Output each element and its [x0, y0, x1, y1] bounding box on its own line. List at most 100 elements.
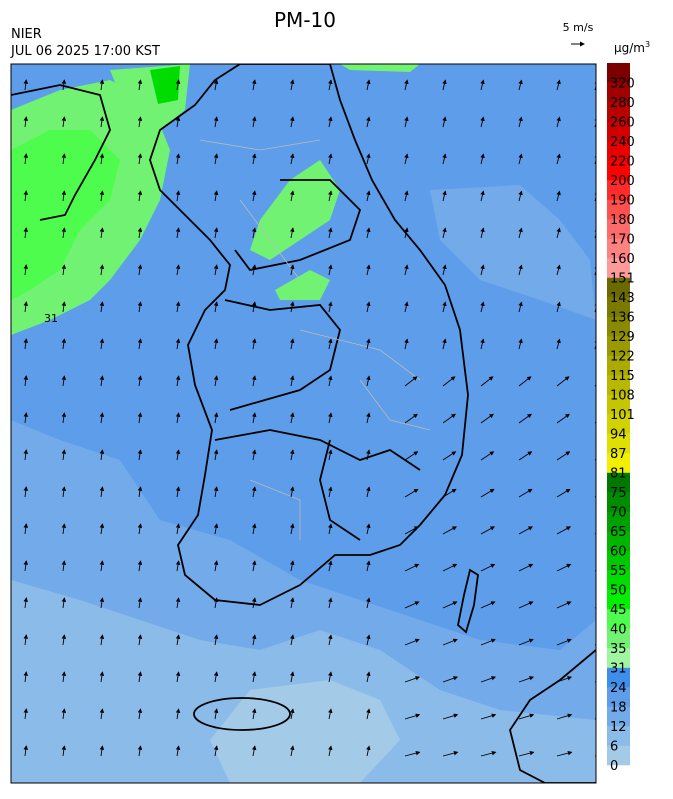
wind-arrow: [442, 116, 447, 128]
wind-arrow: [594, 458, 596, 461]
wind-arrow: [213, 79, 219, 91]
wind-arrow: [290, 412, 295, 424]
wind-arrow: [99, 116, 105, 128]
wind-arrow: [99, 745, 105, 757]
wind-arrow: [175, 708, 181, 720]
wind-arrow: [594, 607, 596, 609]
wind-arrow: [290, 634, 295, 646]
wind-arrow: [556, 750, 573, 757]
wind-arrow: [23, 597, 29, 609]
wind-arrow: [480, 79, 485, 91]
colorbar-segment: [607, 375, 630, 395]
wind-arrow: [518, 601, 534, 609]
wind-arrow: [213, 708, 219, 720]
colorbar-label: 320: [610, 77, 635, 92]
colorbar-segment: [607, 609, 630, 629]
colorbar-label: 24: [610, 681, 627, 696]
wind-arrow: [328, 634, 333, 646]
wind-arrow: [442, 227, 447, 239]
wind-arrow: [480, 338, 485, 350]
wind-arrow: [404, 601, 420, 609]
wind-arrow: [175, 671, 181, 683]
wind-arrow: [404, 301, 409, 313]
colorbar-segment: [607, 297, 630, 317]
wind-arrow: [556, 413, 570, 424]
wind-arrow: [99, 338, 105, 350]
wind-arrow: [213, 116, 219, 128]
wind-arrow: [99, 375, 105, 387]
wind-arrow: [137, 560, 143, 572]
wind-arrow: [328, 560, 333, 572]
wind-arrow: [99, 190, 105, 202]
wind-arrow: [251, 708, 257, 720]
wind-arrow: [137, 708, 143, 720]
wind-arrow: [61, 523, 67, 535]
wind-arrow: [213, 264, 219, 276]
colorbar-segment: [607, 394, 630, 415]
colorbar-segment: [607, 82, 630, 103]
colorbar-label: 18: [610, 701, 627, 716]
map-frame: [10, 63, 597, 784]
colorbar-segment: [607, 472, 630, 493]
wind-arrow: [290, 560, 295, 572]
wind-arrow: [23, 301, 29, 313]
wind-arrow: [404, 264, 409, 276]
colorbar-label: 6: [610, 740, 618, 755]
wind-arrow: [213, 745, 219, 757]
colorbar-segment: [607, 550, 630, 571]
wind-arrow: [23, 79, 29, 91]
wind-arrow: [366, 153, 371, 165]
wind-arrow: [23, 449, 29, 461]
wind-arrow: [518, 563, 534, 572]
wind-arrow: [213, 338, 219, 350]
colorbar-label: 70: [610, 506, 627, 521]
wind-arrow: [366, 671, 371, 683]
wind-arrow: [251, 153, 257, 165]
colorbar-label: 280: [610, 96, 635, 111]
wind-arrow: [23, 708, 29, 720]
wind-arrow: [175, 264, 181, 276]
wind-arrow: [594, 264, 596, 276]
colorbar-segment: [607, 745, 630, 766]
wind-arrow: [556, 153, 561, 165]
colorbar-label: 94: [610, 428, 627, 443]
wind-arrow: [290, 79, 295, 91]
wind-arrow: [137, 227, 143, 239]
wind-arrow: [137, 486, 143, 498]
wind-arrow: [213, 227, 219, 239]
wind-arrow: [366, 708, 371, 720]
wind-arrow: [556, 563, 572, 572]
colorbar-segment: [607, 355, 630, 376]
wind-arrow: [175, 227, 181, 239]
wind-arrow: [23, 412, 29, 424]
coastline: [509, 649, 596, 783]
wind-arrow: [290, 708, 295, 720]
wind-arrow: [23, 375, 29, 387]
wind-arrow: [518, 638, 534, 646]
wind-arrow: [23, 634, 29, 646]
wind-arrow: [175, 153, 181, 165]
colorbar-label: 12: [610, 720, 627, 735]
wind-arrow: [175, 523, 181, 535]
wind-arrow: [518, 338, 523, 350]
wind-arrow: [23, 116, 29, 128]
wind-arrow: [251, 671, 257, 683]
colorbar-segment: [607, 628, 630, 649]
wind-arrow: [556, 79, 561, 91]
colorbar: 0 6 12 18 24 31 35 40 45 50 55 60 65 70 75 81 87 94 101 108…: [607, 63, 635, 774]
wind-arrow: [594, 421, 596, 424]
wind-arrow: [99, 79, 105, 91]
wind-arrow: [480, 451, 495, 461]
colorbar-label: 55: [610, 564, 627, 579]
wind-arrow: [556, 116, 561, 128]
wind-arrow: [137, 79, 143, 91]
wind-arrow: [23, 190, 29, 202]
colorbar-segment: [607, 706, 630, 727]
wind-arrow: [99, 227, 105, 239]
wind-arrow: [556, 264, 561, 276]
wind-arrow: [213, 523, 219, 535]
wind-arrow: [328, 597, 333, 609]
wind-arrow: [251, 338, 257, 350]
wind-arrow: [213, 634, 219, 646]
